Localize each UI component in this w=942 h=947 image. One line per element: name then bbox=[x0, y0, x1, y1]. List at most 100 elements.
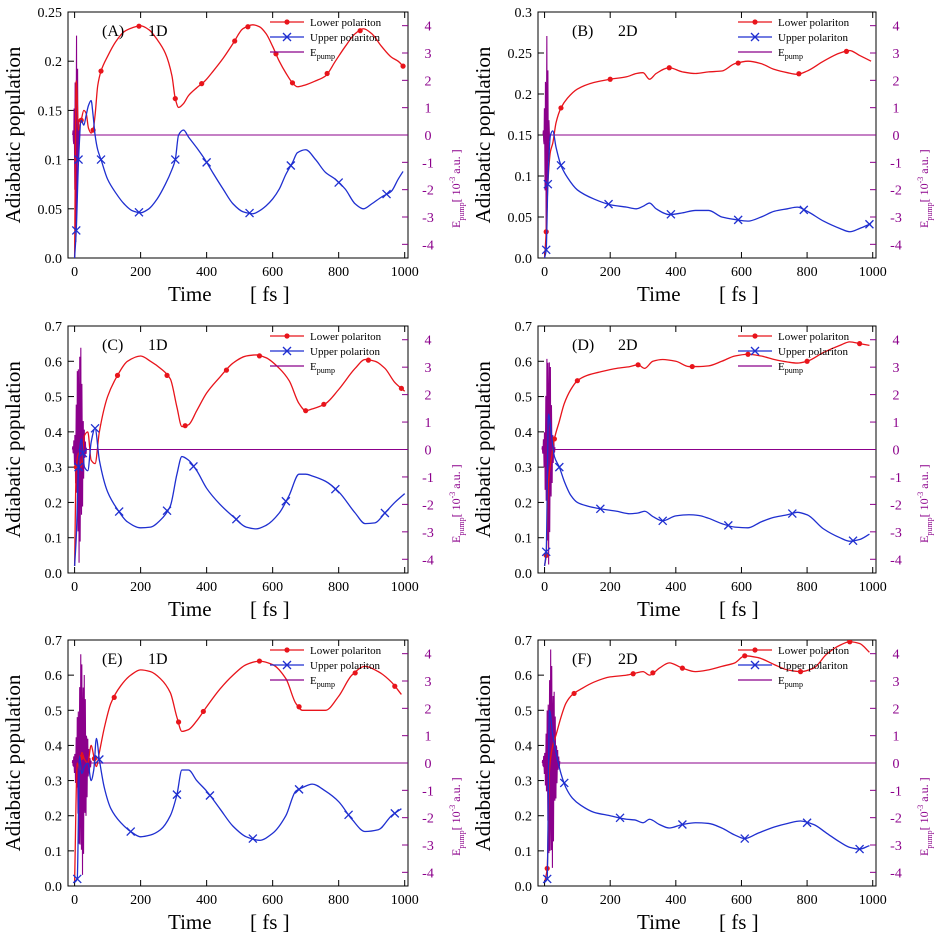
panel-dimension: 1D bbox=[148, 651, 168, 668]
marker-stroke bbox=[96, 155, 106, 165]
lower-polariton-marker bbox=[796, 71, 802, 77]
y2-tick-label: 3 bbox=[425, 675, 432, 690]
y2-tick-label: -3 bbox=[422, 839, 434, 854]
lower-polariton-marker bbox=[199, 81, 205, 87]
plot-area bbox=[71, 347, 408, 566]
x-tick-label: 0 bbox=[71, 580, 78, 595]
legend-label-main: E bbox=[778, 361, 785, 373]
panel-title: (A) 1D bbox=[102, 23, 168, 40]
y-axis-left: 0.0 0.1 0.2 0.3 0.4 0.5 0.6 0.7 Adiabatic popula… bbox=[471, 634, 544, 895]
x-axis: 0 200 400 600 800 1000 bbox=[71, 326, 419, 595]
y2-label-part: [ 10 bbox=[449, 811, 463, 830]
legend-label: Lower polariton bbox=[778, 331, 850, 343]
x-tick-label: 1000 bbox=[859, 893, 887, 908]
x-tick-label: 1000 bbox=[391, 580, 419, 595]
x-label-text: Time bbox=[168, 282, 212, 306]
legend-marker bbox=[750, 32, 760, 42]
y-axis-left: 0.0 0.1 0.2 0.3 0.4 0.5 0.6 0.7 Adiabatic popula… bbox=[1, 320, 74, 582]
panel-title: (D) 2D bbox=[572, 337, 638, 354]
y2-tick-label: -3 bbox=[422, 526, 434, 541]
y2-tick-label: -3 bbox=[890, 211, 902, 226]
y2-axis-label: Epump[ 10-3 a.u. ] bbox=[916, 464, 934, 543]
upper-polariton-marker bbox=[799, 205, 809, 215]
y2-label-part: E bbox=[449, 221, 463, 228]
plot-area bbox=[541, 341, 876, 567]
y2-label-part: pump bbox=[925, 517, 934, 535]
upper-polariton-marker bbox=[541, 245, 551, 255]
plot-area bbox=[541, 640, 876, 884]
x-tick-label: 200 bbox=[600, 893, 621, 908]
y2-tick-label: 2 bbox=[893, 389, 900, 404]
marker-stroke bbox=[294, 784, 304, 794]
lower-polariton-marker bbox=[797, 669, 804, 675]
marker-stroke bbox=[740, 834, 750, 844]
x-axis: 0 200 400 600 800 1000 bbox=[71, 12, 419, 280]
y2-tick-label: 4 bbox=[893, 648, 900, 663]
y2-tick-label: -2 bbox=[422, 498, 434, 513]
lower-polariton-marker bbox=[558, 105, 564, 111]
lower-polariton-marker bbox=[843, 48, 850, 54]
marker-stroke bbox=[344, 810, 354, 820]
upper-polariton-marker bbox=[172, 790, 182, 800]
marker-stroke bbox=[205, 791, 215, 800]
upper-polariton-marker bbox=[330, 484, 340, 494]
y-tick-label: 0.6 bbox=[515, 355, 533, 370]
y-tick-label: 0.1 bbox=[515, 170, 533, 185]
pump-pulse bbox=[542, 36, 551, 243]
x-tick-label: 800 bbox=[797, 580, 818, 595]
y2-label-part: pump bbox=[925, 830, 934, 848]
lower-polariton-line bbox=[543, 341, 870, 567]
y2-tick-label: 0 bbox=[893, 444, 900, 459]
y-tick-label: 0.1 bbox=[45, 532, 63, 547]
x-label-text: Time bbox=[168, 910, 212, 934]
panel-b: 0 200 400 600 800 1000 Time [ fs ] 0.0 0.05 0.1 0.1… bbox=[471, 6, 934, 306]
y2-tick-label: -4 bbox=[890, 553, 902, 568]
y2-tick-label: 1 bbox=[893, 416, 900, 431]
upper-polariton-marker bbox=[658, 516, 668, 526]
upper-polariton-marker bbox=[380, 508, 390, 518]
x-axis: 0 200 400 600 800 1000 bbox=[541, 12, 887, 280]
x-axis: 0 200 400 600 800 1000 bbox=[541, 326, 887, 595]
y-axis-label: Adiabatic population bbox=[1, 46, 25, 223]
marker-stroke bbox=[604, 199, 614, 209]
legend-marker bbox=[282, 32, 292, 42]
y-axis-label: Adiabatic population bbox=[1, 674, 25, 851]
marker-stroke bbox=[799, 205, 809, 215]
upper-polariton-marker bbox=[294, 784, 304, 794]
legend-label-main: Lower polariton bbox=[310, 17, 382, 29]
y2-tick-label: 0 bbox=[893, 757, 900, 772]
y2-tick-label: -2 bbox=[890, 812, 902, 827]
legend-marker bbox=[752, 647, 758, 653]
y2-label-part: a.u. ] bbox=[449, 149, 463, 176]
x-axis: 0 200 400 600 800 1000 bbox=[71, 640, 419, 908]
y2-tick-label: -4 bbox=[422, 238, 434, 253]
y-tick-label: 0.2 bbox=[45, 496, 63, 511]
legend-marker bbox=[282, 346, 292, 356]
y2-label-part: E bbox=[917, 221, 931, 228]
upper-polariton-marker bbox=[541, 547, 551, 557]
y2-tick-label: 0 bbox=[425, 129, 432, 144]
upper-polariton-marker bbox=[205, 791, 215, 800]
y-tick-label: 0.7 bbox=[45, 320, 63, 335]
y2-label-part: a.u. ] bbox=[917, 464, 931, 491]
legend: Lower polariton Upper polariton Epump bbox=[738, 17, 850, 61]
y2-tick-label: -1 bbox=[890, 156, 902, 171]
y-axis-left: 0.0 0.1 0.2 0.3 0.4 0.5 0.6 0.7 Adiabatic popula… bbox=[471, 320, 544, 582]
legend-label-main: E bbox=[778, 675, 785, 687]
x-label-unit: [ fs ] bbox=[719, 910, 759, 934]
legend: Lower polariton Upper polariton Epump bbox=[270, 645, 382, 689]
legend-label: Epump bbox=[310, 675, 335, 689]
upper-polariton-marker bbox=[281, 496, 291, 506]
upper-polariton-marker bbox=[848, 536, 858, 546]
legend-label-main: Upper polariton bbox=[778, 346, 848, 358]
legend-label-main: Lower polariton bbox=[778, 17, 850, 29]
y-tick-label: 0.2 bbox=[515, 88, 533, 103]
marker-stroke bbox=[286, 161, 296, 170]
legend-label-main: Lower polariton bbox=[310, 331, 382, 343]
y-tick-label: 0.5 bbox=[515, 704, 533, 719]
y2-label-part: E bbox=[449, 849, 463, 856]
y-tick-label: 0.3 bbox=[515, 6, 533, 21]
upper-polariton-marker bbox=[202, 157, 212, 167]
legend: Lower polariton Upper polariton Epump bbox=[738, 645, 850, 689]
y-axis-left: 0.0 0.05 0.1 0.15 0.2 0.25 0.3 Adiabatic popula… bbox=[471, 6, 544, 267]
